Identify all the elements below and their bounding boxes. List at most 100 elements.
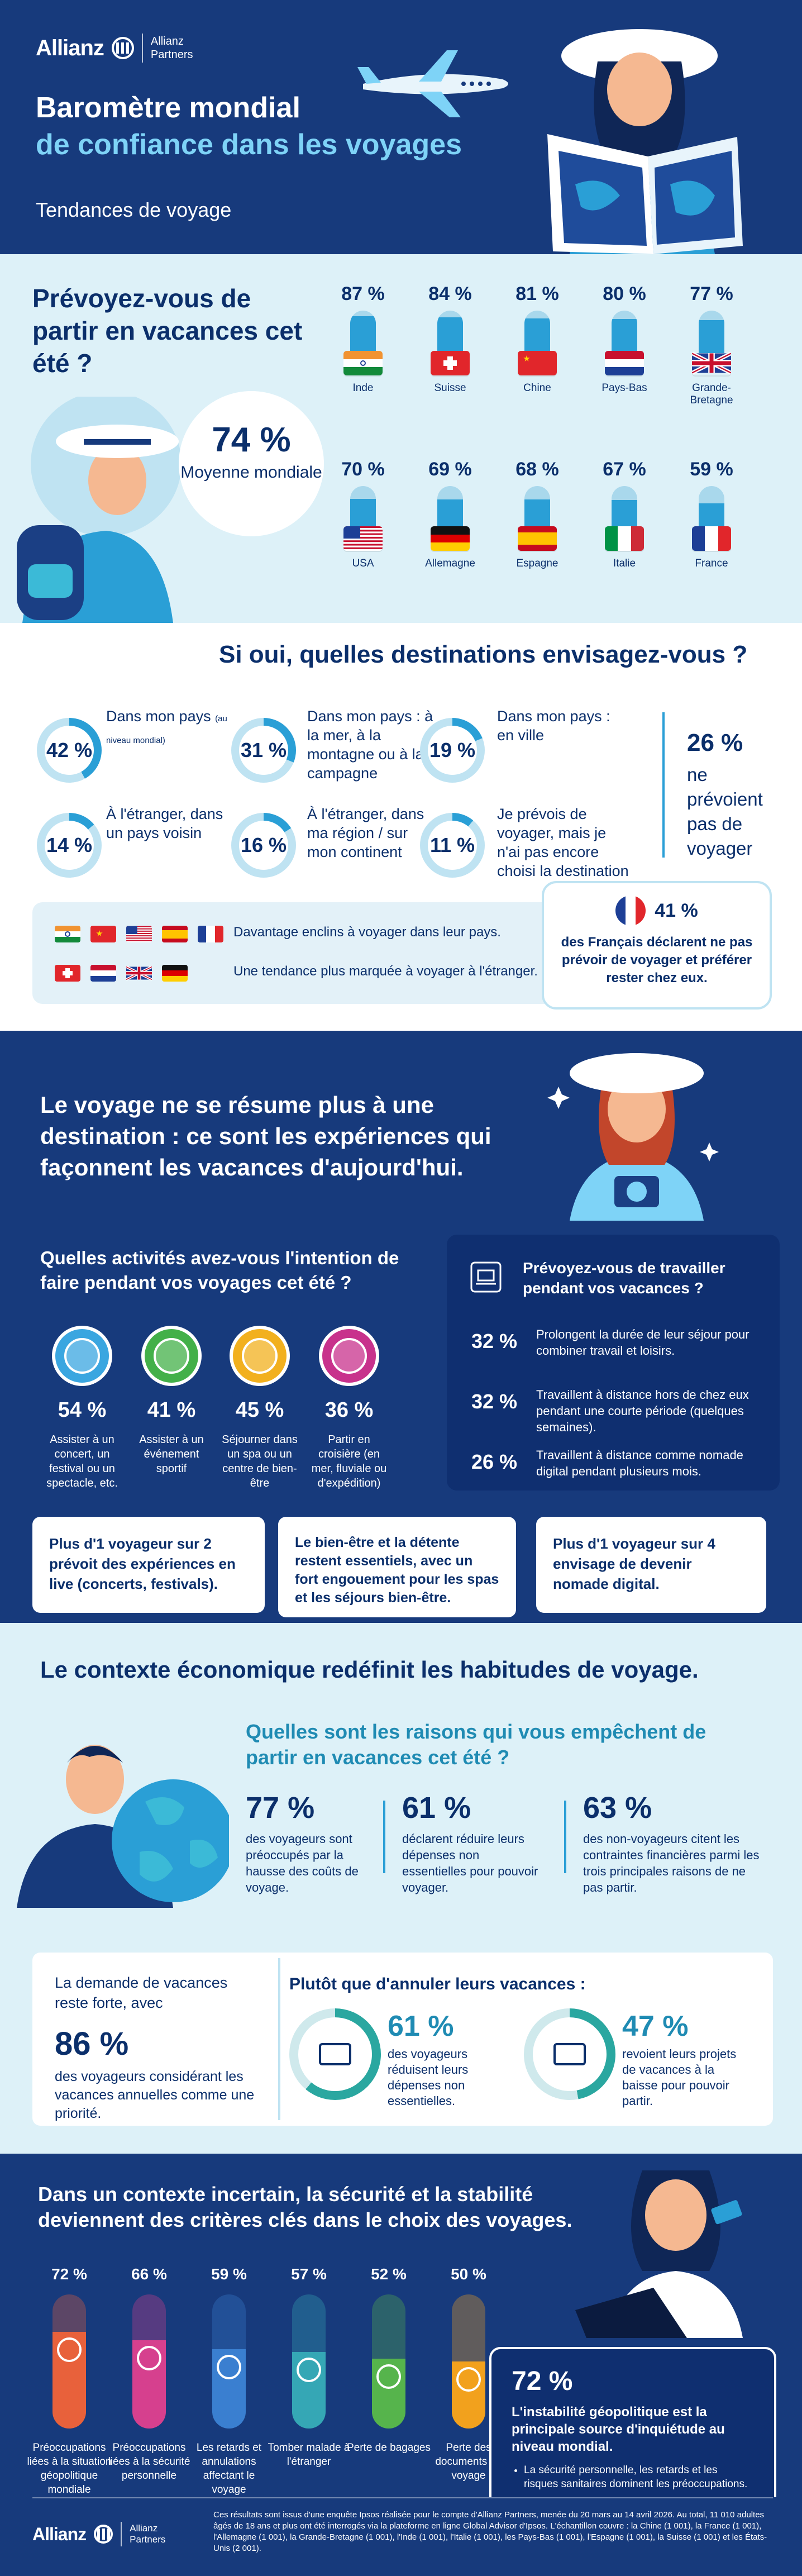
concern-text: Préoccupations liées à la sécurité perso…: [108, 2442, 190, 2482]
switzerland-flag-icon: [431, 351, 470, 375]
country-pct: 77 %: [690, 283, 733, 304]
country-bar: [612, 311, 637, 353]
country-name: France: [695, 558, 728, 569]
country-bar: [437, 486, 463, 528]
passport-icon: [456, 2367, 481, 2392]
country-pct: 70 %: [341, 459, 385, 480]
worried-woman-illustration: [575, 2170, 743, 2338]
destinations-section: Si oui, quelles destinations envisagez-v…: [0, 623, 802, 1031]
activity-item: 54 % Assister à un concert, un festival o…: [40, 1326, 124, 1491]
rather-icon-glyph: [553, 2043, 586, 2065]
country-pct: 81 %: [515, 283, 559, 304]
world-average-badge: 74 % Moyenne mondiale: [179, 391, 324, 536]
vacation-question: Prévoyez-vous de partir en vacances cet …: [32, 284, 303, 378]
activity-text: Partir en croisière (en mer, fluviale ou…: [311, 1434, 387, 1489]
country-pct: 68 %: [515, 459, 559, 480]
france-flag-icon: [692, 526, 731, 551]
country-bar-fill: [350, 316, 376, 353]
country-name: Inde: [352, 382, 374, 394]
reason-divider: [564, 1801, 566, 1873]
france-text: des Français déclarent ne pas prévoir de…: [561, 935, 753, 985]
concern-pct: 52 %: [371, 2265, 407, 2283]
reason-text: déclarent réduire leurs dépenses non ess…: [402, 1832, 538, 1894]
activity-icon-glyph: [64, 1338, 100, 1374]
concern-bar: [132, 2294, 166, 2429]
experiences-headline: Le voyage ne se résume plus à une destin…: [40, 1092, 491, 1180]
abroad-trend-flags: [55, 965, 188, 982]
country-bar: [524, 486, 550, 528]
traveler-woman-illustration: [547, 29, 743, 254]
country-bar-fill: [350, 498, 376, 528]
destination-text: À l'étranger, dans un pays voisin: [106, 806, 223, 841]
destination-text: Dans mon pays : à la mer, à la montagne …: [307, 708, 433, 782]
usa-flag-icon: [343, 526, 383, 551]
activity-pct: 45 %: [235, 1398, 284, 1422]
country-bar: [350, 311, 376, 353]
country-bar: [699, 311, 724, 353]
germany-flag-icon: [431, 526, 470, 551]
destination-ring: 19 %: [420, 718, 485, 783]
rather-pct: 47 %: [622, 2010, 689, 2042]
work-text: Travaillent à distance hors de chez eux …: [536, 1388, 749, 1434]
activities-question: Quelles activités avez-vous l'intention …: [40, 1247, 399, 1293]
no-plan-text: ne prévoient pas de voyager: [687, 764, 763, 859]
destination-pct: 14 %: [45, 821, 94, 870]
activity-item: 41 % Assister à un événement sportif: [130, 1326, 213, 1476]
work-text: Prolongent la durée de leur séjour pour …: [536, 1327, 750, 1358]
demand-text: des voyageurs considérant les vacances a…: [55, 2069, 255, 2121]
medal-icon: [141, 1326, 202, 1386]
concern-bar: [452, 2294, 485, 2429]
spain-flag-icon: [518, 526, 557, 551]
country-bar: [699, 486, 724, 528]
country-name: Allemagne: [425, 558, 475, 569]
footer-logo[interactable]: Allianz Allianz Partners: [32, 2522, 165, 2546]
geopolitics-bullet: La sécurité personnelle, les retards et …: [524, 2463, 754, 2491]
destination-text: Dans mon pays : en ville: [497, 708, 610, 744]
allianz-eagle-icon: [111, 37, 134, 59]
country-pct: 87 %: [341, 283, 385, 304]
destination-ring: 16 %: [231, 813, 296, 878]
destination-note: (au niveau mondial): [106, 714, 227, 745]
destination-ring: 42 %: [37, 718, 102, 783]
country-chine: 81 % Chine: [498, 283, 576, 394]
insight-card: Le bien-être et la détente restent essen…: [278, 1517, 516, 1617]
concern-item: 50 % Perte des documents de voyage: [425, 2265, 512, 2483]
work-pct: 32 %: [471, 1390, 518, 1413]
country-name: USA: [352, 558, 374, 569]
france-callout: 41 % des Français déclarent ne pas prévo…: [542, 881, 772, 1010]
globe-icon: [57, 2337, 82, 2362]
concern-text: Perte des documents de voyage: [435, 2442, 502, 2482]
reason-text: des non-voyageurs citent les contraintes…: [583, 1832, 760, 1894]
activity-pct: 41 %: [147, 1398, 196, 1422]
experiences-section: Le voyage ne se résume plus à une destin…: [0, 1031, 802, 1623]
shield-icon: [137, 2346, 161, 2370]
vertical-divider: [662, 712, 665, 858]
china-flag-icon: [90, 926, 116, 942]
lotus-icon: [230, 1326, 290, 1386]
concern-pct: 66 %: [131, 2265, 167, 2283]
rather-ring: [289, 2008, 381, 2100]
rather-title: Plutôt que d'annuler leurs vacances :: [289, 1975, 586, 1993]
destination-pct: 42 %: [45, 726, 94, 775]
economy-headline: Le contexte économique redéfinit les hab…: [40, 1656, 699, 1683]
trend-panel: Davantage enclins à voyager dans leur pa…: [32, 902, 591, 1004]
reason-pct: 61 %: [402, 1791, 471, 1825]
logo-divider: [141, 34, 143, 63]
allianz-logo[interactable]: Allianz Allianz Partners: [36, 34, 193, 63]
usa-flag-icon: [126, 926, 152, 942]
country-bar-fill: [612, 319, 637, 353]
rather-ring: [524, 2008, 615, 2100]
footer-logo-partners: Allianz Partners: [130, 2523, 166, 2545]
rather-pct: 61 %: [388, 2010, 454, 2042]
man-with-globe-illustration: [17, 1745, 229, 1908]
world-average-label: Moyenne mondiale: [180, 463, 322, 482]
activity-text: Séjourner dans un spa ou un centre de bi…: [222, 1434, 298, 1489]
footer-eagle-icon: [94, 2525, 113, 2544]
concern-pct: 72 %: [51, 2265, 87, 2283]
france-flag-icon: [615, 896, 646, 926]
concern-pct: 50 %: [451, 2265, 486, 2283]
header-section: Allianz Allianz Partners Baromètre mondia…: [0, 0, 802, 254]
country-name: Chine: [523, 382, 551, 394]
activity-text: Assister à un événement sportif: [139, 1434, 204, 1475]
activity-text: Assister à un concert, un festival ou un…: [46, 1434, 118, 1489]
